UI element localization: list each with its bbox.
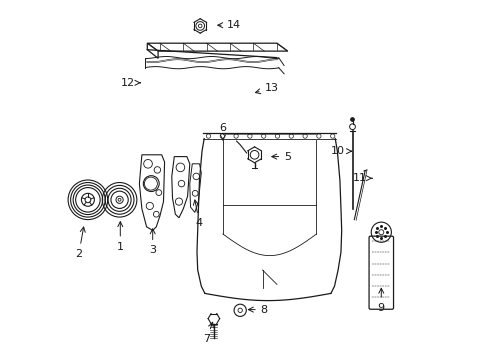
Text: 11: 11 xyxy=(352,173,371,183)
Text: 3: 3 xyxy=(149,229,156,255)
Text: 9: 9 xyxy=(377,288,384,313)
Text: 10: 10 xyxy=(330,146,351,156)
Text: 5: 5 xyxy=(271,152,291,162)
Text: 13: 13 xyxy=(255,83,278,94)
Text: 14: 14 xyxy=(217,20,240,30)
Circle shape xyxy=(350,118,354,121)
Polygon shape xyxy=(171,157,189,218)
Text: 12: 12 xyxy=(120,78,140,88)
Polygon shape xyxy=(189,164,201,212)
Polygon shape xyxy=(147,43,158,58)
Text: 2: 2 xyxy=(75,227,85,259)
Text: 7: 7 xyxy=(203,322,213,344)
Text: 1: 1 xyxy=(117,222,123,252)
Text: 8: 8 xyxy=(248,305,267,315)
Polygon shape xyxy=(147,43,287,51)
Text: 6: 6 xyxy=(219,123,226,140)
Text: 4: 4 xyxy=(193,200,203,228)
FancyBboxPatch shape xyxy=(368,236,393,309)
Polygon shape xyxy=(139,155,164,230)
